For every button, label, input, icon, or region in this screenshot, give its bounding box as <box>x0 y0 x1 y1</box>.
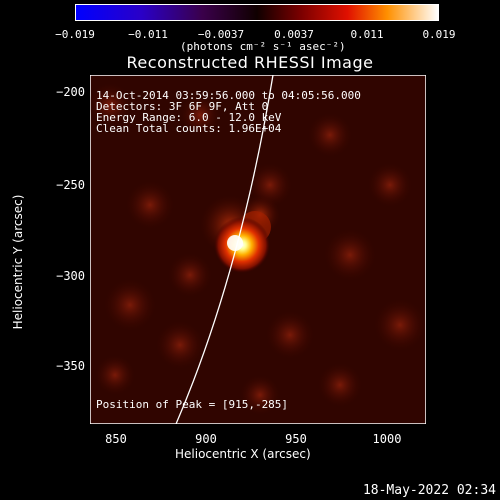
plot-title: Reconstructed RHESSI Image <box>126 53 374 72</box>
y-axis-label: Heliocentric Y (arcsec) <box>11 194 25 330</box>
info-time: 14-Oct-2014 03:59:56.000 to 04:05:56.000 <box>96 89 361 102</box>
y-tick: −250 <box>56 178 85 192</box>
y-tick: −300 <box>56 269 85 283</box>
colorbar-tick: −0.011 <box>128 28 168 41</box>
y-tick: −200 <box>56 85 85 99</box>
colorbar-units: (photons cm⁻² s⁻¹ asec⁻²) <box>180 40 346 53</box>
info-detectors: Detectors: 3F 6F 9F, Att 0 <box>96 100 269 113</box>
colorbar-tick: −0.0037 <box>197 28 245 41</box>
x-axis-label: Heliocentric X (arcsec) <box>175 447 311 461</box>
colorbar-ticks: −0.019 −0.011 −0.0037 0.0037 0.011 0.019 <box>0 0 500 41</box>
x-tick: 1000 <box>372 432 402 446</box>
x-tick: 900 <box>195 432 217 446</box>
solar-limb <box>175 75 274 424</box>
solar-image <box>90 75 426 424</box>
colorbar-tick: 0.011 <box>350 28 384 41</box>
colorbar-tick: 0.0037 <box>274 28 314 41</box>
y-tick: −350 <box>56 359 85 373</box>
colorbar-tick: −0.019 <box>55 28 95 41</box>
x-tick: 950 <box>285 432 307 446</box>
info-energy: Energy Range: 6.0 - 12.0 keV <box>96 111 282 124</box>
peak-position: Position of Peak = [915,-285] <box>96 398 289 411</box>
colorbar-tick: 0.019 <box>422 28 456 41</box>
timestamp: 18-May-2022 02:34 <box>362 483 496 498</box>
info-clean: Clean Total counts: 1.96E+04 <box>96 122 282 135</box>
colorbar <box>75 4 439 21</box>
x-tick: 850 <box>105 432 127 446</box>
